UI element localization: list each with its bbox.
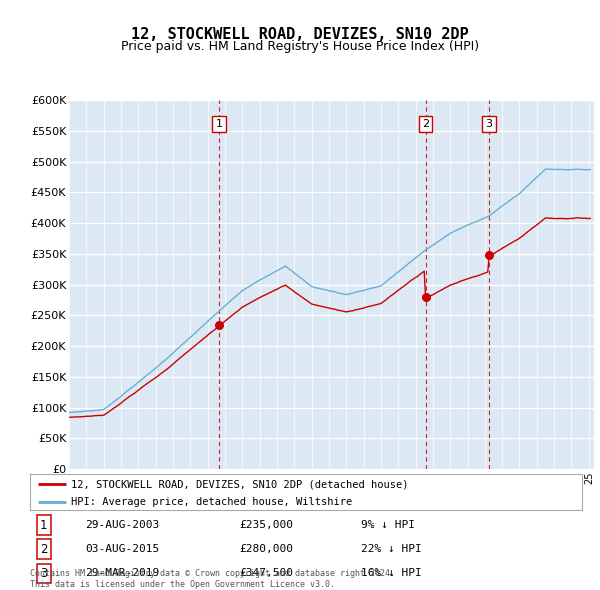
Text: Contains HM Land Registry data © Crown copyright and database right 2024.
This d: Contains HM Land Registry data © Crown c… bbox=[30, 569, 395, 589]
Text: 16% ↓ HPI: 16% ↓ HPI bbox=[361, 568, 422, 578]
Text: 2: 2 bbox=[422, 119, 429, 129]
Text: £280,000: £280,000 bbox=[240, 545, 294, 554]
Text: 9% ↓ HPI: 9% ↓ HPI bbox=[361, 520, 415, 530]
Text: 1: 1 bbox=[215, 119, 223, 129]
Text: £347,500: £347,500 bbox=[240, 568, 294, 578]
Text: 12, STOCKWELL ROAD, DEVIZES, SN10 2DP: 12, STOCKWELL ROAD, DEVIZES, SN10 2DP bbox=[131, 27, 469, 41]
Text: 29-MAR-2019: 29-MAR-2019 bbox=[85, 568, 160, 578]
Text: 03-AUG-2015: 03-AUG-2015 bbox=[85, 545, 160, 554]
Text: 3: 3 bbox=[485, 119, 493, 129]
Text: 29-AUG-2003: 29-AUG-2003 bbox=[85, 520, 160, 530]
Text: 12, STOCKWELL ROAD, DEVIZES, SN10 2DP (detached house): 12, STOCKWELL ROAD, DEVIZES, SN10 2DP (d… bbox=[71, 479, 409, 489]
Text: 2: 2 bbox=[40, 543, 47, 556]
Text: £235,000: £235,000 bbox=[240, 520, 294, 530]
Text: 1: 1 bbox=[40, 519, 47, 532]
Text: Price paid vs. HM Land Registry's House Price Index (HPI): Price paid vs. HM Land Registry's House … bbox=[121, 40, 479, 53]
Text: 3: 3 bbox=[40, 567, 47, 580]
Text: HPI: Average price, detached house, Wiltshire: HPI: Average price, detached house, Wilt… bbox=[71, 497, 353, 507]
Text: 22% ↓ HPI: 22% ↓ HPI bbox=[361, 545, 422, 554]
